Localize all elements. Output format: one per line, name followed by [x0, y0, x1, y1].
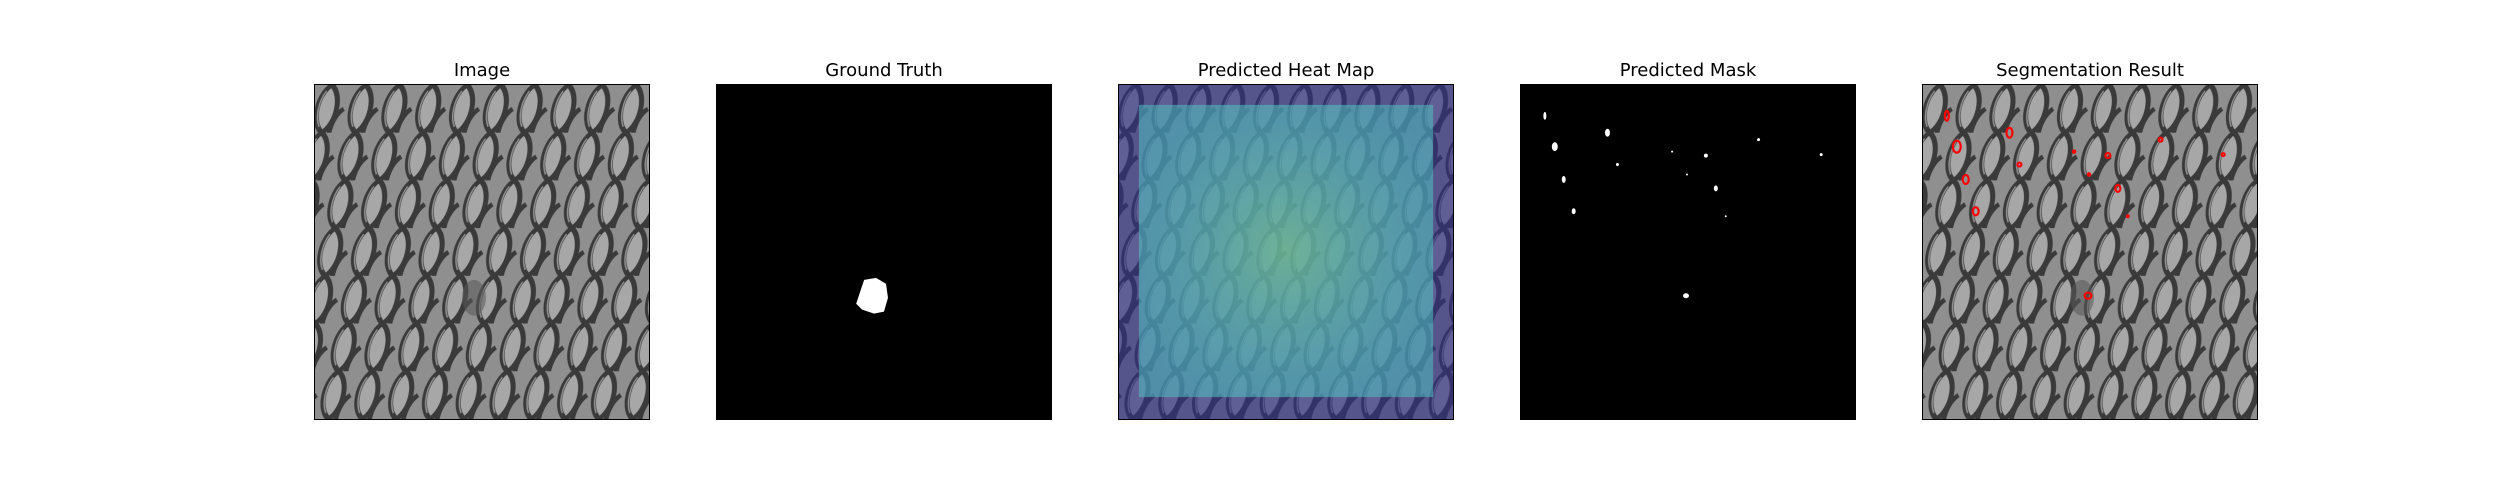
segmentation-contours [1943, 109, 2226, 300]
panel-title-predicted-mask: Predicted Mask [1619, 60, 1757, 81]
panel-title-heat-map: Predicted Heat Map [1197, 60, 1375, 81]
predicted-mask-panel [1520, 84, 1856, 420]
segmentation-result-panel [1922, 84, 2258, 420]
predicted-mask [1521, 85, 1855, 419]
panel-title-ground-truth: Ground Truth [825, 60, 943, 81]
heat-map-panel [1118, 84, 1454, 420]
panel-title-segmentation-result: Segmentation Result [1996, 60, 2184, 81]
predicted-blobs [1543, 111, 1823, 299]
segmentation-image [1923, 85, 2257, 419]
ground-truth-mask [717, 85, 1051, 419]
ground-truth-region [856, 277, 888, 314]
heat-map-image [1119, 85, 1453, 419]
ground-truth-panel [716, 84, 1052, 420]
mesh-image [315, 85, 649, 419]
image-panel [314, 84, 650, 420]
defect-spot [462, 279, 486, 316]
panel-title-image: Image [453, 60, 511, 81]
